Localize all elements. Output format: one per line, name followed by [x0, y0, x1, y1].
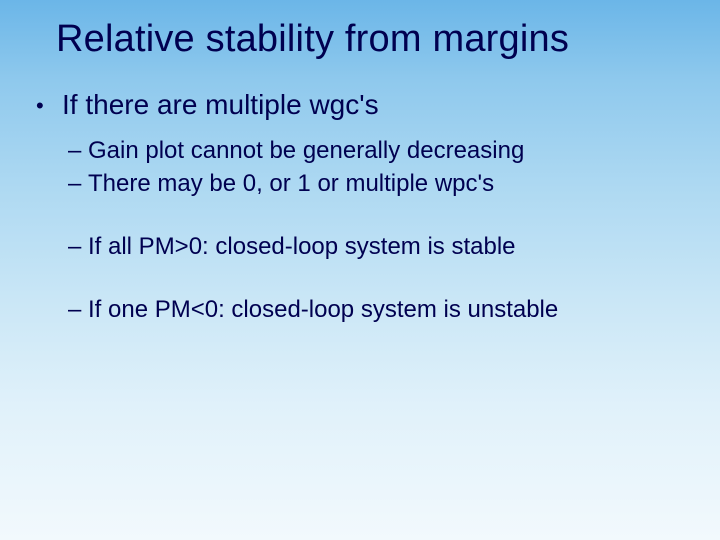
- dash-icon: –: [68, 294, 88, 326]
- bullet-level1: • If there are multiple wgc's: [0, 61, 720, 123]
- bullet-dot-icon: •: [36, 89, 62, 123]
- bullet-level2: – Gain plot cannot be generally decreasi…: [68, 135, 720, 167]
- bullet-level2: – If one PM<0: closed-loop system is uns…: [68, 294, 720, 326]
- bullet-level2-text: If all PM>0: closed-loop system is stabl…: [88, 231, 516, 263]
- bullet-level2-text: There may be 0, or 1 or multiple wpc's: [88, 168, 494, 200]
- slide: Relative stability from margins • If the…: [0, 0, 720, 540]
- bullet-level2: – There may be 0, or 1 or multiple wpc's: [68, 168, 720, 200]
- dash-icon: –: [68, 135, 88, 167]
- sub-bullet-group: – Gain plot cannot be generally decreasi…: [0, 123, 720, 326]
- slide-title: Relative stability from margins: [0, 0, 720, 61]
- bullet-level2-text: Gain plot cannot be generally decreasing: [88, 135, 524, 167]
- spacer: [68, 264, 720, 294]
- bullet-level1-text: If there are multiple wgc's: [62, 89, 379, 121]
- bullet-level2: – If all PM>0: closed-loop system is sta…: [68, 231, 720, 263]
- dash-icon: –: [68, 231, 88, 263]
- spacer: [68, 201, 720, 231]
- dash-icon: –: [68, 168, 88, 200]
- bullet-level2-text: If one PM<0: closed-loop system is unsta…: [88, 294, 558, 326]
